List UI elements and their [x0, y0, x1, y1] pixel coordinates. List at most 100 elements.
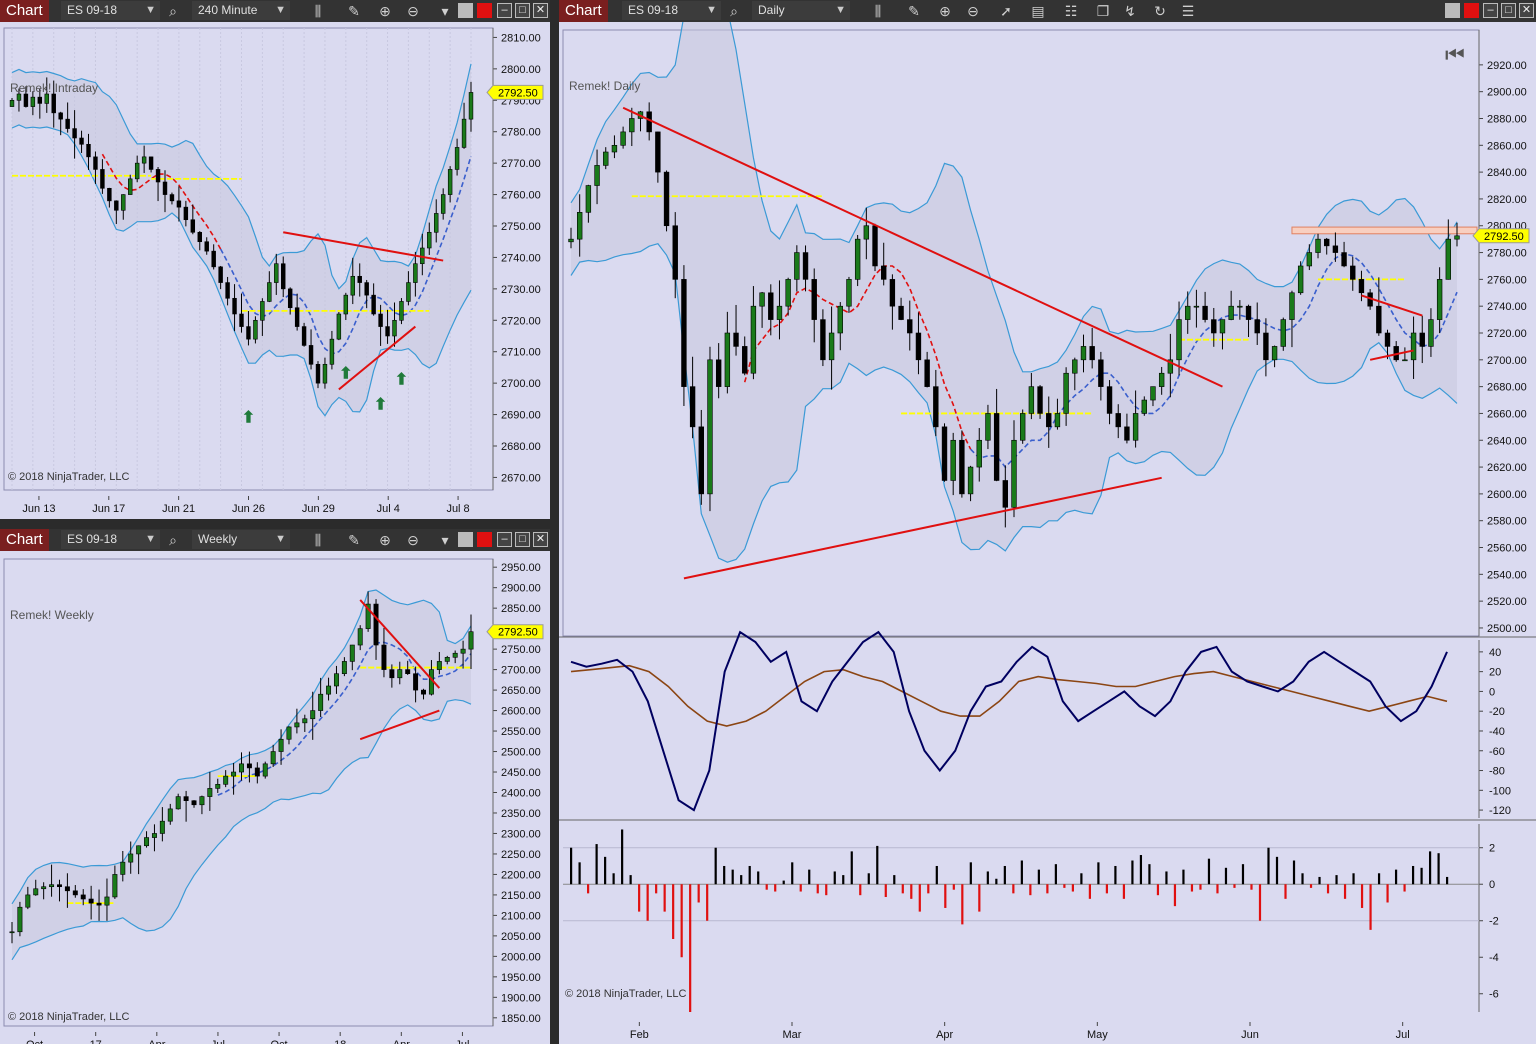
chart-menu-button[interactable]: Chart	[0, 529, 49, 551]
y-tick-label: 2720.00	[501, 315, 541, 327]
histogram-bar	[612, 873, 615, 885]
y-tick-label: 2800.00	[501, 64, 541, 76]
zoom-out-icon[interactable]: ⊖	[407, 532, 419, 548]
window-link-button[interactable]	[458, 3, 473, 18]
candle-body	[452, 652, 458, 658]
histogram-bar	[1267, 847, 1270, 885]
x-tick-label: Jul	[455, 1039, 469, 1044]
candle-body	[254, 767, 260, 777]
close-button[interactable]: ✕	[1519, 3, 1534, 18]
bar-type-icon[interactable]: ⫼	[314, 3, 322, 19]
window-link-button[interactable]	[458, 532, 473, 547]
candle-body	[1150, 386, 1156, 401]
copyright-text: © 2018 NinjaTrader, LLC	[565, 988, 686, 1000]
chevron-down-icon[interactable]: ▾	[441, 532, 449, 548]
histogram-bar	[663, 884, 666, 912]
candle-body	[413, 673, 419, 691]
intraday-chart-window: Chart ES 09-18 ▼ ⌕ 240 Minute ▼ ⫼ ✎ ⊕ ⊖ ▾ …	[0, 0, 550, 519]
instrument-selector[interactable]: ES 09-18 ▼	[61, 530, 160, 549]
interval-selector[interactable]: Daily ▼	[752, 1, 850, 20]
chevron-down-icon: ▼	[145, 4, 156, 16]
minimize-button[interactable]: –	[497, 532, 512, 547]
candle-body	[568, 238, 574, 243]
y-tick-label: 2680.00	[1487, 382, 1527, 394]
candle-body	[1384, 332, 1391, 347]
scroll-to-end-icon[interactable]: ⏮	[1445, 42, 1465, 67]
y-tick-label: 2810.00	[501, 32, 541, 44]
bar-type-icon[interactable]: ⫼	[314, 532, 322, 548]
intraday-chart[interactable]: ⬆ ⬆ ⬆ ⬆ Remek! Intraday © 2018 NinjaTrader, L…	[0, 22, 550, 519]
refresh-icon[interactable]: ↻	[1154, 3, 1166, 19]
candle-body	[941, 426, 948, 481]
chevron-down-icon: ▼	[145, 533, 156, 545]
minimize-button[interactable]: –	[497, 3, 512, 18]
daily-chart[interactable]: Remek! Daily 2920.00 2900.00 2880.00 2860.00…	[559, 22, 1536, 1044]
interval-selector[interactable]: 240 Minute ▼	[192, 1, 290, 20]
zoom-in-icon[interactable]: ⊕	[939, 3, 951, 19]
pencil-icon[interactable]: ✎	[908, 3, 920, 19]
histogram-bar	[1275, 856, 1279, 885]
pointer-icon[interactable]: ➚	[1000, 3, 1012, 19]
chart-menu-button[interactable]: Chart	[0, 0, 49, 22]
y-tick-label: 2700.00	[501, 665, 541, 677]
maximize-button[interactable]: □	[1501, 3, 1516, 18]
window-color-button[interactable]	[1464, 3, 1479, 18]
candle-body	[287, 288, 293, 309]
x-tick-label: Jul	[211, 1039, 225, 1044]
weekly-toolbar: Chart ES 09-18 ▼ ⌕ Weekly ▼ ⫼ ✎ ⊕ ⊖ ▾ – □ …	[0, 529, 550, 551]
zoom-in-icon[interactable]: ⊕	[379, 532, 391, 548]
close-button[interactable]: ✕	[533, 3, 548, 18]
pencil-icon[interactable]: ✎	[348, 3, 360, 19]
zoom-out-icon[interactable]: ⊖	[407, 3, 419, 19]
candle-body	[302, 718, 308, 724]
y-tick-label: 2780.00	[1487, 248, 1527, 260]
list-icon[interactable]: ☰	[1181, 3, 1195, 19]
maximize-button[interactable]: □	[515, 3, 530, 18]
templates-icon[interactable]: ❐	[1096, 3, 1110, 19]
trendline	[1361, 294, 1423, 317]
histogram-bar	[1037, 869, 1040, 885]
minimize-button[interactable]: –	[1483, 3, 1498, 18]
candle-body	[260, 301, 265, 321]
candle-body	[239, 763, 244, 773]
instrument-selector[interactable]: ES 09-18 ▼	[61, 1, 160, 20]
candle-body	[436, 661, 442, 670]
candle-body	[440, 194, 446, 214]
chart-menu-button[interactable]: Chart	[559, 0, 608, 22]
weekly-chart[interactable]: Remek! Weekly © 2018 NinjaTrader, LLC 2950…	[0, 551, 550, 1044]
chevron-down-icon[interactable]: ▾	[441, 3, 449, 19]
window-color-button[interactable]	[477, 3, 492, 18]
candle-body	[357, 275, 362, 283]
zoom-out-icon[interactable]: ⊖	[967, 3, 979, 19]
properties-icon[interactable]: ☷	[1064, 3, 1078, 19]
search-icon[interactable]: ⌕	[169, 3, 177, 19]
search-icon[interactable]: ⌕	[730, 3, 738, 19]
instrument-selector[interactable]: ES 09-18 ▼	[622, 1, 721, 20]
window-color-button[interactable]	[477, 532, 492, 547]
data-box-icon[interactable]: ▤	[1031, 3, 1045, 19]
y-tick-label: 2900.00	[1487, 87, 1527, 99]
last-price-label: 2792.50	[498, 87, 538, 99]
histogram-bar	[850, 851, 853, 885]
interval-selector[interactable]: Weekly ▼	[192, 530, 290, 549]
y-tick-label: 2640.00	[1487, 435, 1527, 447]
y-tick-label: 2850.00	[501, 603, 541, 615]
candle-body	[349, 644, 355, 662]
candle-body	[128, 178, 133, 195]
maximize-button[interactable]: □	[515, 532, 530, 547]
window-link-button[interactable]	[1445, 3, 1460, 18]
zoom-in-icon[interactable]: ⊕	[379, 3, 391, 19]
strategies-icon[interactable]: ↯	[1124, 3, 1136, 19]
histogram-bar	[986, 871, 989, 885]
trendline	[359, 709, 440, 741]
histogram-bar	[1352, 873, 1355, 885]
close-button[interactable]: ✕	[533, 532, 548, 547]
candle-body	[405, 669, 411, 675]
pencil-icon[interactable]: ✎	[348, 532, 360, 548]
search-icon[interactable]: ⌕	[169, 532, 177, 548]
bar-type-icon[interactable]: ⫼	[874, 3, 882, 19]
histogram-bar	[1029, 884, 1032, 896]
candle-body	[959, 439, 965, 495]
candle-body	[151, 833, 157, 838]
candle-body	[907, 319, 913, 334]
